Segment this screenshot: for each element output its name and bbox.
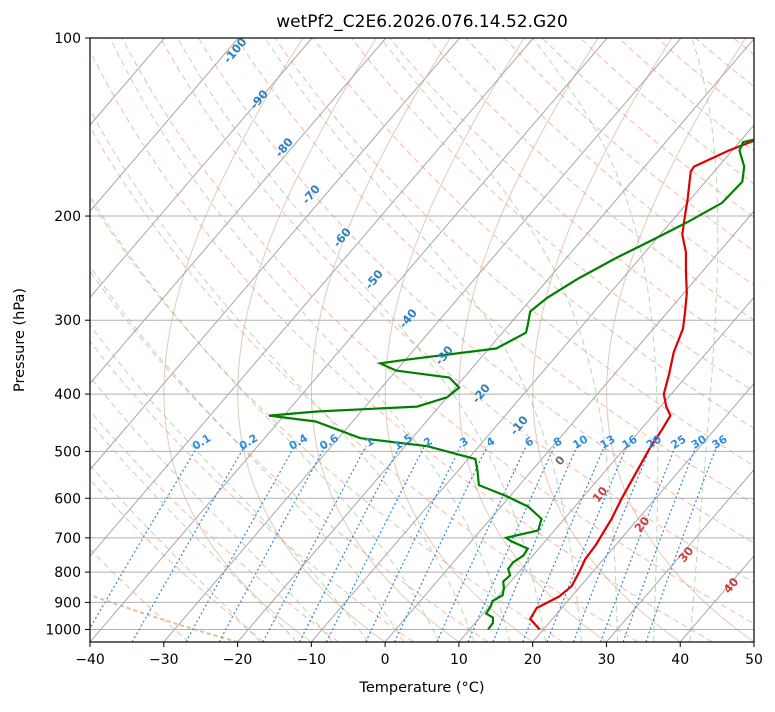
y-tick-label: 900 — [54, 595, 81, 611]
y-tick-label: 100 — [54, 31, 81, 47]
x-tick-label: 0 — [381, 652, 390, 668]
x-tick-label: −30 — [149, 652, 179, 668]
y-tick-label: 200 — [54, 209, 81, 225]
y-axis-label: Pressure (hPa) — [12, 288, 28, 392]
x-axis-label: Temperature (°C) — [358, 680, 484, 696]
y-tick-label: 500 — [54, 444, 81, 460]
y-tick-label: 300 — [54, 313, 81, 329]
y-tick-label: 700 — [54, 531, 81, 547]
y-tick-label: 1000 — [45, 622, 81, 638]
x-tick-label: 30 — [598, 652, 616, 668]
y-tick-label: 400 — [54, 387, 81, 403]
x-tick-label: 10 — [450, 652, 468, 668]
x-tick-label: −40 — [75, 652, 105, 668]
x-tick-label: −20 — [223, 652, 253, 668]
x-tick-label: 20 — [524, 652, 542, 668]
y-tick-label: 800 — [54, 565, 81, 581]
x-tick-label: 40 — [671, 652, 689, 668]
x-tick-label: −10 — [297, 652, 327, 668]
chart-title: wetPf2_C2E6.2026.076.14.52.G20 — [276, 12, 568, 32]
y-tick-label: 600 — [54, 491, 81, 507]
x-tick-label: 50 — [745, 652, 763, 668]
